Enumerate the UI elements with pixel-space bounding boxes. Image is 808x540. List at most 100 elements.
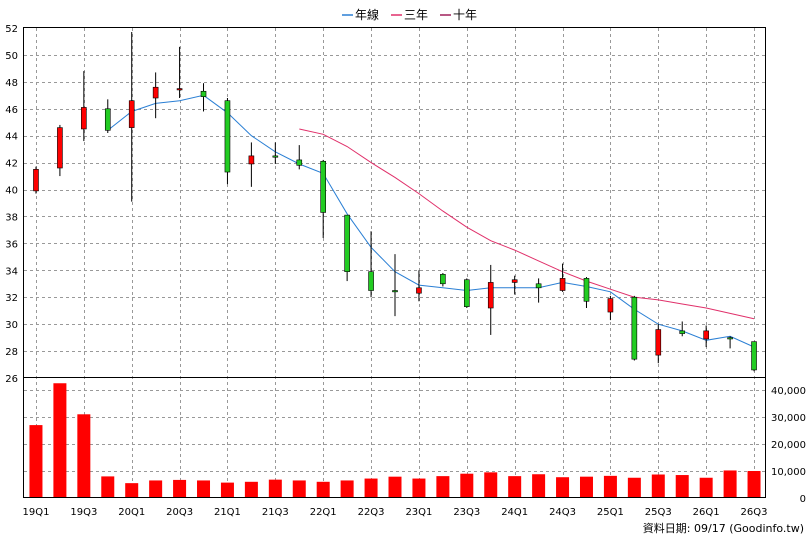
volume-bar — [125, 483, 139, 498]
candle — [152, 72, 159, 119]
volume-bar — [173, 479, 187, 498]
price-tick-label: 42 — [5, 159, 18, 170]
volume-panel-frame — [23, 377, 766, 498]
volume-bar — [292, 480, 306, 498]
candle — [320, 159, 326, 238]
volume-tick-label: 40,000 — [771, 386, 806, 397]
x-tick-label: 20Q3 — [166, 507, 193, 518]
candle — [631, 295, 638, 361]
candle-body — [487, 282, 494, 309]
volume-tick-label: 0 — [800, 494, 806, 505]
candle-body — [248, 155, 255, 165]
candle-body — [224, 100, 231, 173]
volume-bar — [388, 476, 402, 498]
volume-bars — [29, 383, 761, 498]
x-tick-label: 24Q1 — [501, 507, 528, 518]
volume-tick-label: 20,000 — [771, 440, 806, 451]
candle — [344, 214, 350, 282]
candle-body — [320, 160, 326, 213]
candle — [104, 99, 111, 133]
price-tick-label: 50 — [5, 51, 18, 62]
series-line — [107, 94, 755, 348]
moving-average-lines — [107, 94, 755, 348]
price-tick-label: 52 — [5, 24, 18, 35]
candle-body — [607, 298, 614, 313]
candle-body — [200, 90, 207, 97]
candle — [559, 263, 566, 292]
candle — [679, 321, 686, 337]
candle-body — [81, 107, 87, 130]
candle-body — [440, 274, 446, 285]
candle — [655, 324, 662, 364]
price-axis: 26 28 30 32 34 36 38 40 42 44 46 48 50 52 — [5, 24, 18, 385]
volume-bar — [436, 476, 450, 498]
candle-body — [703, 330, 709, 340]
candle — [81, 71, 87, 142]
legend-label: 年線 — [355, 7, 379, 22]
x-tick-label: 21Q3 — [262, 507, 289, 518]
candle-body — [296, 159, 303, 166]
candle — [296, 145, 303, 170]
price-tick-label: 26 — [5, 374, 18, 385]
candle-body — [535, 283, 542, 289]
candle — [487, 264, 494, 335]
price-tick-label: 30 — [5, 320, 18, 331]
x-tick-label: 25Q3 — [645, 507, 672, 518]
candle — [272, 142, 279, 164]
legend-label: 三年 — [404, 8, 428, 22]
candle-body — [368, 271, 374, 291]
volume-bar — [268, 479, 282, 498]
x-tick-label: 21Q1 — [214, 507, 241, 518]
volume-bar — [412, 478, 426, 498]
x-axis: 19Q1 19Q3 20Q1 20Q3 21Q1 21Q3 22Q1 22Q3 23Q1 23Q3… — [22, 507, 767, 518]
candle — [703, 325, 709, 348]
volume-axis: 0 10,000 20,000 30,000 40,000 — [771, 386, 806, 505]
price-tick-label: 36 — [5, 239, 18, 250]
x-tick-label: 26Q3 — [741, 507, 768, 518]
volume-bar — [29, 425, 43, 498]
candle — [535, 278, 542, 303]
candle-body — [128, 100, 135, 128]
candle — [511, 275, 518, 295]
candle-body — [464, 279, 470, 307]
price-tick-label: 28 — [5, 347, 18, 358]
candle — [200, 83, 207, 112]
candle — [727, 336, 733, 349]
candle-body — [176, 88, 183, 91]
candle-body — [583, 278, 590, 302]
volume-tick-label: 30,000 — [771, 413, 806, 424]
x-tick-label: 23Q1 — [405, 507, 432, 518]
candle-body — [416, 287, 422, 294]
price-tick-label: 40 — [5, 186, 18, 197]
volume-bar — [220, 482, 234, 498]
x-tick-label: 22Q1 — [310, 507, 337, 518]
candle — [464, 278, 470, 308]
volume-bar — [101, 476, 115, 498]
volume-bar — [603, 475, 617, 498]
candle-body — [679, 330, 686, 334]
price-tick-label: 48 — [5, 78, 18, 89]
price-tick-label: 38 — [5, 212, 18, 223]
x-tick-label: 19Q1 — [22, 507, 49, 518]
x-tick-label: 22Q3 — [358, 507, 385, 518]
candle — [440, 273, 446, 287]
x-tick-label: 24Q3 — [549, 507, 576, 518]
volume-bar — [651, 474, 665, 498]
volume-bar — [316, 481, 330, 498]
volume-bar — [532, 474, 546, 498]
volume-bar — [508, 476, 522, 498]
volume-bar — [723, 470, 737, 498]
x-tick-label: 19Q3 — [70, 507, 97, 518]
volume-bar — [364, 478, 378, 498]
price-tick-label: 34 — [5, 266, 18, 277]
candle — [751, 341, 757, 372]
x-tick-label: 25Q1 — [597, 507, 624, 518]
volume-bar — [627, 477, 641, 498]
candle — [607, 295, 614, 321]
candle-body — [655, 329, 662, 356]
candle-body — [344, 214, 350, 272]
candle — [57, 124, 63, 177]
candle — [416, 270, 422, 302]
volume-bar — [579, 476, 593, 498]
